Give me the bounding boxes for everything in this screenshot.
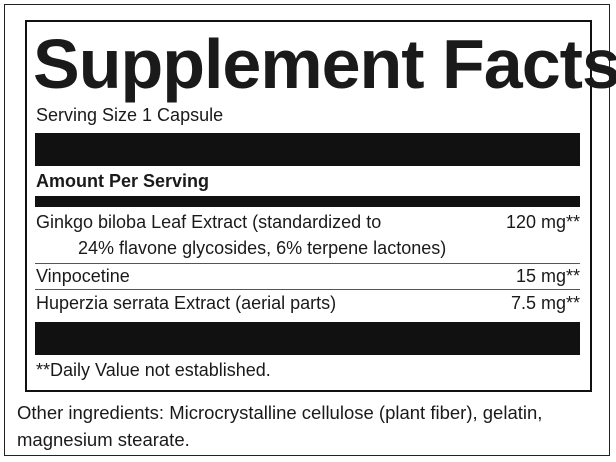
ingredient-amount: 15 mg** [515, 266, 580, 286]
row-rule [35, 289, 580, 290]
ingredient-name: Vinpocetine [36, 266, 130, 286]
thick-bar [35, 322, 580, 355]
serving-size: Serving Size 1 Capsule [36, 105, 224, 125]
medium-bar [35, 196, 580, 207]
facts-panel [25, 20, 592, 392]
row-rule [35, 263, 580, 264]
thick-bar [35, 133, 580, 166]
ingredient-amount: 7.5 mg** [510, 293, 580, 313]
outer-border [4, 4, 610, 456]
ingredient-name: Huperzia serrata Extract (aerial parts) [36, 293, 337, 313]
ingredient-name: Ginkgo biloba Leaf Extract (standardized… [36, 212, 382, 232]
title: Supplement Facts [33, 25, 616, 103]
footnote: **Daily Value not established. [36, 360, 271, 380]
amount-heading: Amount Per Serving [36, 171, 210, 191]
ingredient-amount: 120 mg** [505, 212, 580, 232]
other-ingredients: Other ingredients: Microcrystalline cell… [17, 402, 543, 450]
ingredient-name-cont: 24% flavone glycosides, 6% terpene lacto… [78, 238, 447, 258]
